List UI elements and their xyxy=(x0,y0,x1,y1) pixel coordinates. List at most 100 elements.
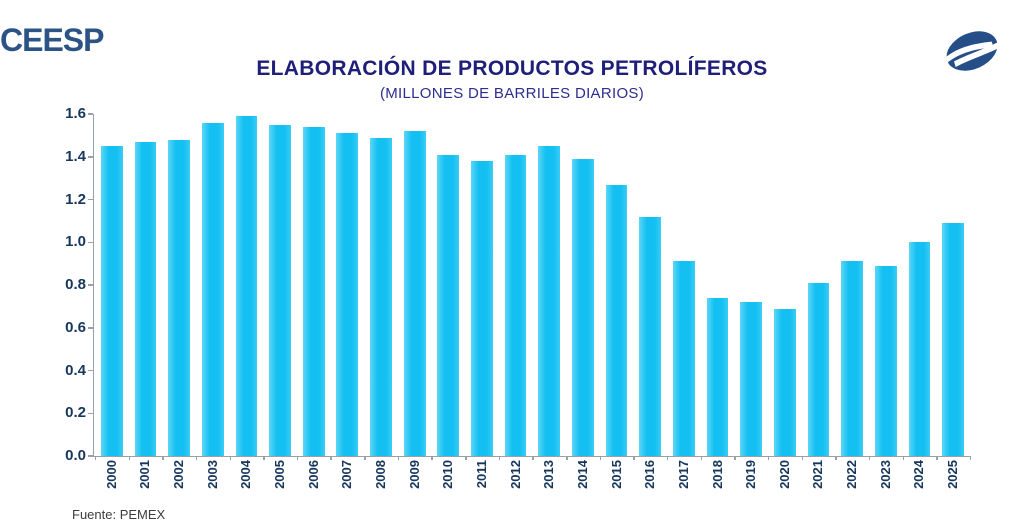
y-axis-label: 0.0 xyxy=(65,447,86,464)
bar-2003 xyxy=(201,122,224,456)
ceesp-logo-text: CEESP xyxy=(0,22,104,58)
ceesp-swirl-icon xyxy=(942,31,1004,71)
x-axis-label-2011: 2011 xyxy=(473,460,489,489)
source-note: Fuente: PEMEX xyxy=(72,507,166,522)
x-axis-tick xyxy=(700,456,703,460)
x-axis-tick xyxy=(128,456,131,460)
x-axis-label-2016: 2016 xyxy=(642,460,658,489)
x-axis-tick xyxy=(94,456,97,460)
x-axis-label-2005: 2005 xyxy=(272,460,288,489)
x-axis-tick xyxy=(431,456,433,460)
x-axis-label-2003: 2003 xyxy=(204,460,220,489)
bar-2019 xyxy=(740,302,763,456)
y-axis-label: 1.0 xyxy=(65,233,86,251)
x-axis-label-2021: 2021 xyxy=(810,460,826,489)
x-axis-tick xyxy=(666,456,669,460)
x-axis-tick xyxy=(734,456,736,460)
bar-2020 xyxy=(773,308,796,456)
x-axis-label-2012: 2012 xyxy=(507,460,523,489)
x-axis-label-2009: 2009 xyxy=(406,460,422,489)
bar-2025 xyxy=(942,223,964,456)
y-axis-label: 1.6 xyxy=(65,105,86,122)
x-axis-tick xyxy=(364,456,366,460)
x-axis-tick xyxy=(330,456,332,460)
bar-2006 xyxy=(302,126,325,456)
chart-subtitle: (MILLONES DE BARRILES DIARIOS) xyxy=(379,85,645,102)
bar-2011 xyxy=(471,161,493,456)
x-axis-label-2013: 2013 xyxy=(541,460,557,489)
bar-2012 xyxy=(504,154,527,456)
x-axis-label-2019: 2019 xyxy=(743,460,759,489)
bar-2008 xyxy=(370,137,392,456)
x-axis-label-2007: 2007 xyxy=(339,460,355,489)
bar-2001 xyxy=(134,141,157,456)
y-axis-label: 0.6 xyxy=(65,318,86,336)
x-axis-label-2015: 2015 xyxy=(608,460,624,489)
x-axis-tick xyxy=(835,456,837,460)
x-axis-tick xyxy=(566,456,568,460)
bar-2000 xyxy=(100,146,123,456)
y-axis-tick xyxy=(87,198,93,201)
y-axis-tick xyxy=(87,156,93,158)
x-axis-label-2008: 2008 xyxy=(373,460,388,489)
y-axis-tick xyxy=(87,327,93,329)
x-axis-label-2023: 2023 xyxy=(877,460,893,489)
x-axis-tick xyxy=(498,456,501,460)
x-axis-tick xyxy=(465,456,467,460)
x-axis-line xyxy=(92,455,970,457)
bar-2017 xyxy=(672,261,695,456)
y-axis-label: 1.2 xyxy=(65,190,86,208)
x-axis-label-2006: 2006 xyxy=(305,460,321,489)
bar-2018 xyxy=(706,297,729,456)
x-axis-label-2022: 2022 xyxy=(844,460,860,489)
bar-2024 xyxy=(908,242,931,456)
bar-2007 xyxy=(336,133,359,456)
y-axis-tick xyxy=(87,455,93,457)
x-axis-label-2004: 2004 xyxy=(238,460,254,489)
bar-2016 xyxy=(639,216,662,456)
x-axis-tick xyxy=(902,456,904,460)
bar-2002 xyxy=(168,139,190,456)
y-axis-tick xyxy=(87,284,93,286)
x-axis-tick xyxy=(936,456,938,460)
x-axis-tick xyxy=(969,456,972,460)
x-axis-label-2000: 2000 xyxy=(103,460,119,489)
bar-2004 xyxy=(235,116,258,456)
x-axis-tick xyxy=(633,456,635,460)
bar-2015 xyxy=(605,184,628,456)
y-axis-tick xyxy=(87,241,93,243)
bar-2005 xyxy=(269,124,291,456)
x-axis-tick xyxy=(599,456,602,460)
bar-2022 xyxy=(841,261,863,456)
y-axis-label: 0.2 xyxy=(65,404,86,422)
x-axis-tick xyxy=(532,456,534,460)
x-axis-label-2017: 2017 xyxy=(675,460,691,489)
bar-2014 xyxy=(572,158,594,456)
y-axis-tick xyxy=(87,412,93,414)
bar-2023 xyxy=(874,265,897,456)
x-axis-tick xyxy=(767,456,770,460)
x-axis-label-2010: 2010 xyxy=(440,460,456,489)
x-axis-label-2001: 2001 xyxy=(137,460,153,489)
x-axis-tick xyxy=(868,456,871,460)
y-axis-tick xyxy=(87,113,93,115)
y-axis-label: 0.4 xyxy=(65,361,86,379)
x-axis-tick xyxy=(162,456,164,460)
x-axis-label-2025: 2025 xyxy=(945,460,961,489)
x-axis-label-2020: 2020 xyxy=(776,460,792,489)
y-axis-label: 1.4 xyxy=(65,147,86,165)
x-axis-label-2024: 2024 xyxy=(911,460,927,489)
x-axis-label-2018: 2018 xyxy=(709,460,725,489)
x-axis-label-2002: 2002 xyxy=(171,460,187,489)
bar-2021 xyxy=(807,282,830,456)
bar-2009 xyxy=(403,131,426,456)
x-axis-tick xyxy=(397,456,400,460)
y-axis-line xyxy=(92,114,94,456)
x-axis-tick xyxy=(801,456,804,460)
x-axis-tick xyxy=(296,456,299,460)
x-axis-tick xyxy=(229,456,231,460)
y-axis-tick xyxy=(87,369,93,372)
bar-2010 xyxy=(437,154,460,456)
